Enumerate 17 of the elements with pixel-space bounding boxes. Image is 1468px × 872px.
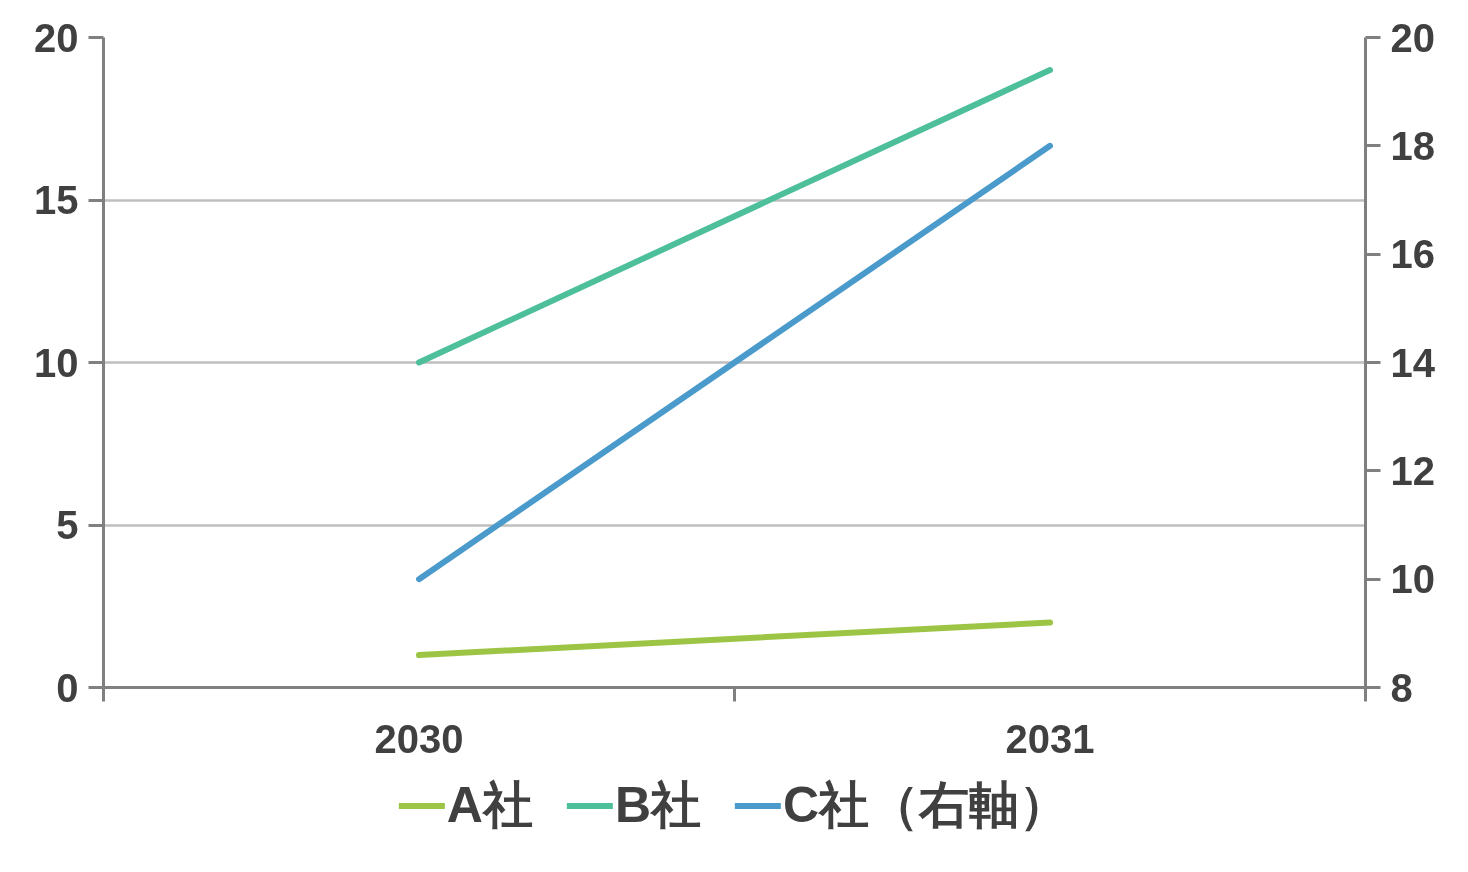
x-tick-label: 2031 [1005,716,1095,761]
legend-label: A社 [446,775,533,835]
y-tick-label: 20 [34,15,79,60]
y-tick-label: 15 [34,178,79,222]
y2-tick-label: 12 [1390,448,1435,493]
x-tick-label: 2030 [374,716,464,761]
y2-tick-label: 16 [1390,232,1435,277]
y2-tick-label: 14 [1390,340,1436,385]
y2-tick-label: 20 [1390,15,1435,60]
y-tick-label: 10 [34,340,79,385]
legend-label: B社 [614,775,702,835]
y2-tick-label: 18 [1390,123,1435,168]
legend-label: C社（右軸） [783,775,1070,835]
y-tick-label: 5 [56,503,79,547]
y2-tick-label: 10 [1390,557,1435,602]
y2-tick-label: 8 [1390,665,1413,710]
y-tick-label: 0 [56,665,79,710]
